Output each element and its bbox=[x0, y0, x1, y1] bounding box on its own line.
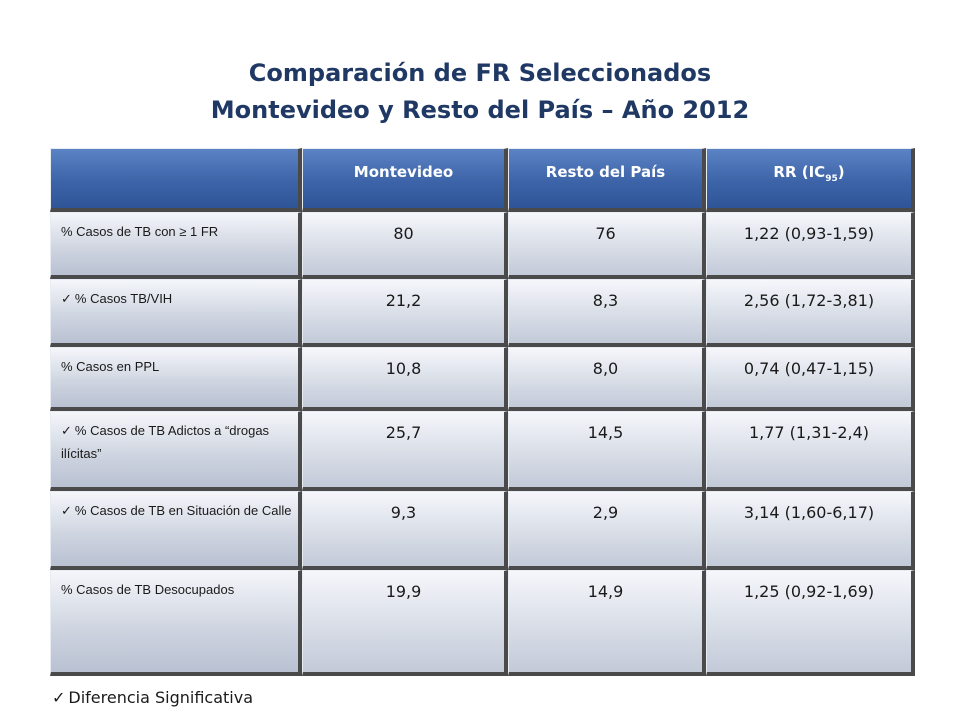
value-cell-rr: 1,77 (1,31-2,4) bbox=[706, 411, 915, 491]
row-label: % Casos de TB Adictos a “drogas ilícitas… bbox=[61, 423, 270, 461]
value-cell-montevideo: 10,8 bbox=[302, 347, 508, 411]
row-label-cell: ✓% Casos TB/VIH bbox=[50, 279, 302, 347]
row-label: % Casos de TB con ≥ 1 FR bbox=[61, 224, 219, 239]
row-label: % Casos de TB en Situación de Calle bbox=[74, 503, 292, 518]
value-cell-montevideo: 21,2 bbox=[302, 279, 508, 347]
value-cell-rr: 1,25 (0,92-1,69) bbox=[706, 570, 915, 676]
value-cell-rr: 1,22 (0,93-1,59) bbox=[706, 212, 915, 279]
row-label-cell: ✓% Casos de TB en Situación de Calle bbox=[50, 491, 302, 570]
value-cell-rr: 3,14 (1,60-6,17) bbox=[706, 491, 915, 570]
value-cell-montevideo: 19,9 bbox=[302, 570, 508, 676]
title-line-2: Montevideo y Resto del País – Año 2012 bbox=[210, 96, 750, 124]
value-cell-resto: 8,3 bbox=[508, 279, 706, 347]
header-rr: RR (IC95) bbox=[706, 148, 915, 212]
value-cell-montevideo: 80 bbox=[302, 212, 508, 279]
value-cell-resto: 2,9 bbox=[508, 491, 706, 570]
header-montevideo: Montevideo bbox=[302, 148, 508, 212]
value-cell-resto: 14,9 bbox=[508, 570, 706, 676]
row-label-cell: % Casos de TB Desocupados bbox=[50, 570, 302, 676]
header-resto-del-pais: Resto del País bbox=[508, 148, 706, 212]
slide-title: Comparación de FR Seleccionados Montevid… bbox=[0, 55, 960, 129]
value-cell-resto: 76 bbox=[508, 212, 706, 279]
row-label-cell: % Casos de TB con ≥ 1 FR bbox=[50, 212, 302, 279]
check-icon: ✓ bbox=[61, 292, 72, 307]
header-rr-suffix: ) bbox=[837, 163, 845, 181]
header-rr-subscript: 95 bbox=[825, 174, 838, 184]
value-cell-rr: 0,74 (0,47-1,15) bbox=[706, 347, 915, 411]
value-cell-resto: 14,5 bbox=[508, 411, 706, 491]
value-cell-montevideo: 25,7 bbox=[302, 411, 508, 491]
value-cell-resto: 8,0 bbox=[508, 347, 706, 411]
header-rr-prefix: RR (IC bbox=[773, 163, 826, 181]
check-icon: ✓ bbox=[61, 504, 72, 519]
value-cell-montevideo: 9,3 bbox=[302, 491, 508, 570]
row-label-cell: % Casos en PPL bbox=[50, 347, 302, 411]
row-label: % Casos de TB Desocupados bbox=[61, 582, 235, 597]
row-label-cell: ✓% Casos de TB Adictos a “drogas ilícita… bbox=[50, 411, 302, 491]
check-icon: ✓ bbox=[61, 424, 72, 439]
row-label: % Casos en PPL bbox=[61, 359, 160, 374]
row-label: % Casos TB/VIH bbox=[74, 291, 173, 306]
footnote-text: Diferencia Significativa bbox=[68, 688, 254, 707]
check-icon: ✓ bbox=[52, 688, 66, 707]
title-line-1: Comparación de FR Seleccionados bbox=[248, 59, 712, 87]
footnote: ✓ Diferencia Significativa bbox=[52, 688, 253, 707]
header-blank-cell bbox=[50, 148, 302, 212]
comparison-table: Montevideo Resto del País RR (IC95) % Ca… bbox=[50, 148, 915, 676]
value-cell-rr: 2,56 (1,72-3,81) bbox=[706, 279, 915, 347]
